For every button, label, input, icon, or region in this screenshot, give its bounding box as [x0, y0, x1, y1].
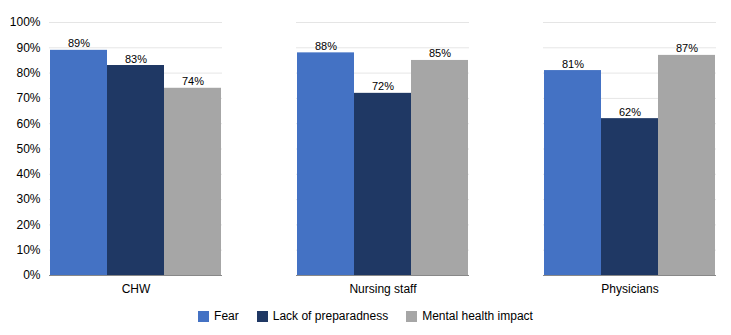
svg-text:40%: 40% [16, 167, 40, 181]
svg-text:70%: 70% [16, 91, 40, 105]
svg-text:81%: 81% [562, 58, 584, 70]
svg-text:62%: 62% [619, 106, 641, 118]
svg-text:87%: 87% [676, 42, 698, 54]
svg-text:20%: 20% [16, 218, 40, 232]
svg-text:0%: 0% [23, 268, 41, 282]
svg-text:50%: 50% [16, 142, 40, 156]
svg-text:60%: 60% [16, 117, 40, 131]
svg-text:83%: 83% [125, 53, 147, 65]
svg-text:100%: 100% [10, 15, 41, 29]
svg-text:80%: 80% [16, 66, 40, 80]
html-text:Fear: Fear [214, 309, 239, 323]
svg-text:30%: 30% [16, 192, 40, 206]
svg-text:72%: 72% [372, 80, 394, 92]
svg-text:10%: 10% [16, 243, 40, 257]
svg-text:85%: 85% [429, 47, 451, 59]
html-text:Mental health impact: Mental health impact [422, 309, 533, 323]
html-text:Lack of preparadness: Lack of preparadness [272, 309, 389, 323]
svg-text:88%: 88% [315, 40, 337, 52]
svg-text:Physicians: Physicians [601, 282, 658, 296]
svg-text:CHW: CHW [122, 282, 151, 296]
svg-text:89%: 89% [68, 37, 90, 49]
svg-text:90%: 90% [16, 41, 40, 55]
svg-text:74%: 74% [182, 75, 204, 87]
svg-text:Nursing staff: Nursing staff [349, 282, 417, 296]
